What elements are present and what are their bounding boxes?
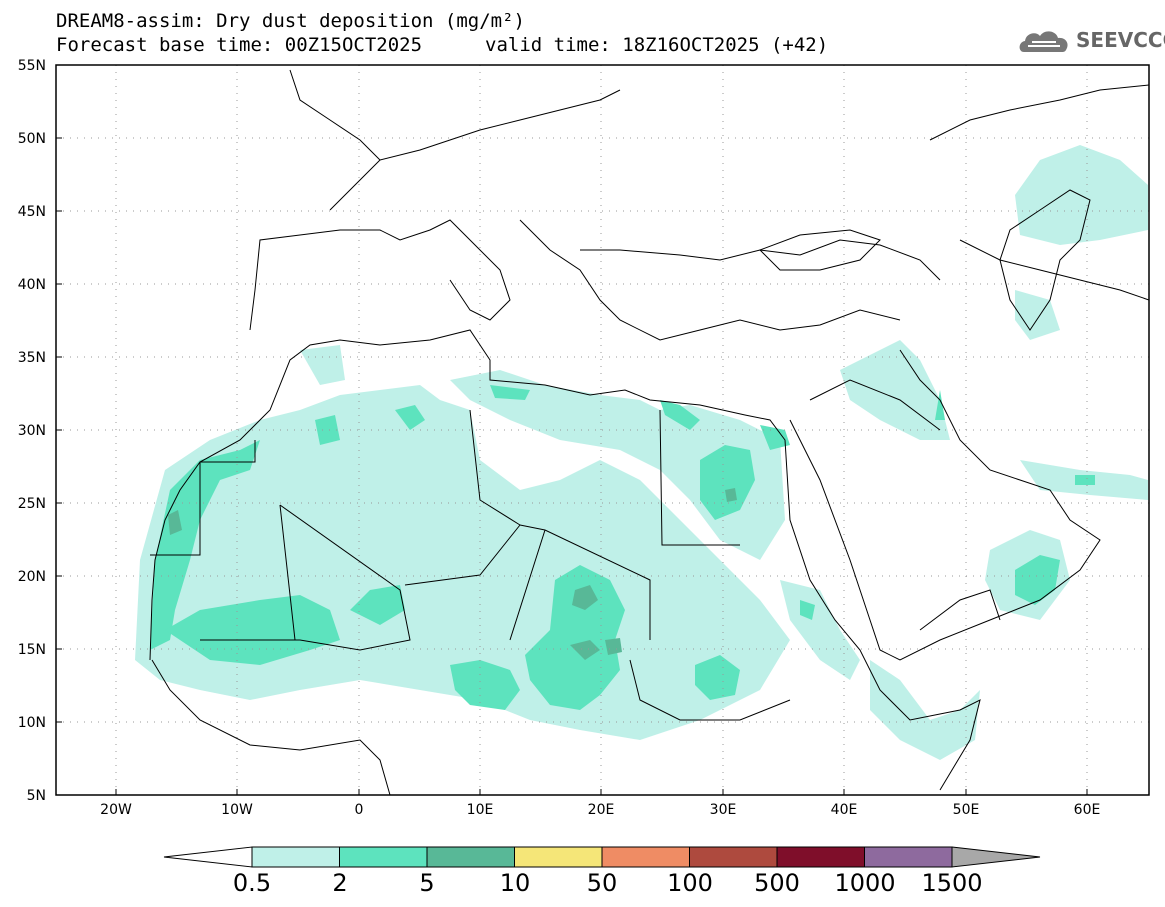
colorbar <box>163 846 1041 868</box>
logo-text: SEEVCCC <box>1076 28 1165 52</box>
colorbar-segment <box>776 846 865 868</box>
colorbar-segment <box>514 846 603 868</box>
colorbar-label: 5 <box>419 869 435 897</box>
colorbar-label: 0.5 <box>232 869 272 897</box>
axis-ticks <box>56 137 1088 795</box>
lon-label: 10W <box>221 802 253 818</box>
lon-label: 30E <box>710 802 737 818</box>
colorbar-label: 50 <box>586 869 618 897</box>
colorbar-arrow-high <box>951 846 1041 868</box>
colorbar-segment <box>601 846 690 868</box>
colorbar-segment <box>689 846 778 868</box>
colorbar-segment <box>339 846 428 868</box>
lat-label: 35N <box>18 350 46 366</box>
lat-label: 10N <box>18 715 46 731</box>
lat-label: 15N <box>18 642 46 658</box>
lat-label: 5N <box>27 788 46 804</box>
lon-label: 60E <box>1074 802 1101 818</box>
lat-label: 45N <box>18 204 46 220</box>
lon-label: 10E <box>467 802 494 818</box>
lat-label: 25N <box>18 496 46 512</box>
lat-label: 50N <box>18 131 46 147</box>
valid-time: valid time: 18Z16OCT2025 (+42) <box>485 34 829 56</box>
lon-label: 50E <box>953 802 980 818</box>
graticule <box>56 65 1149 795</box>
colorbar-segment <box>426 846 515 868</box>
colorbar-label: 10 <box>499 869 531 897</box>
forecast-base-time: Forecast base time: 00Z15OCT2025 <box>56 34 423 56</box>
colorbar-label: 100 <box>667 869 713 897</box>
colorbar-label: 500 <box>754 869 800 897</box>
colorbar-segment <box>864 846 953 868</box>
lon-label: 40E <box>831 802 858 818</box>
lat-label: 40N <box>18 277 46 293</box>
lon-label: 20E <box>588 802 615 818</box>
colorbar-label: 1500 <box>921 869 983 897</box>
cloud-icon <box>1019 31 1068 52</box>
lat-label: 30N <box>18 423 46 439</box>
coastlines <box>149 69 1149 795</box>
lat-label: 55N <box>18 58 46 74</box>
lon-label: 0 <box>355 802 364 818</box>
colorbar-arrow-low <box>163 846 253 868</box>
map-title: DREAM8-assim: Dry dust deposition (mg/m²… <box>56 10 525 32</box>
lon-label: 20W <box>100 802 132 818</box>
colorbar-label: 1000 <box>834 869 896 897</box>
colorbar-label: 2 <box>332 869 348 897</box>
colorbar-segment <box>251 846 340 868</box>
lat-label: 20N <box>18 569 46 585</box>
dust-field <box>135 145 1148 760</box>
